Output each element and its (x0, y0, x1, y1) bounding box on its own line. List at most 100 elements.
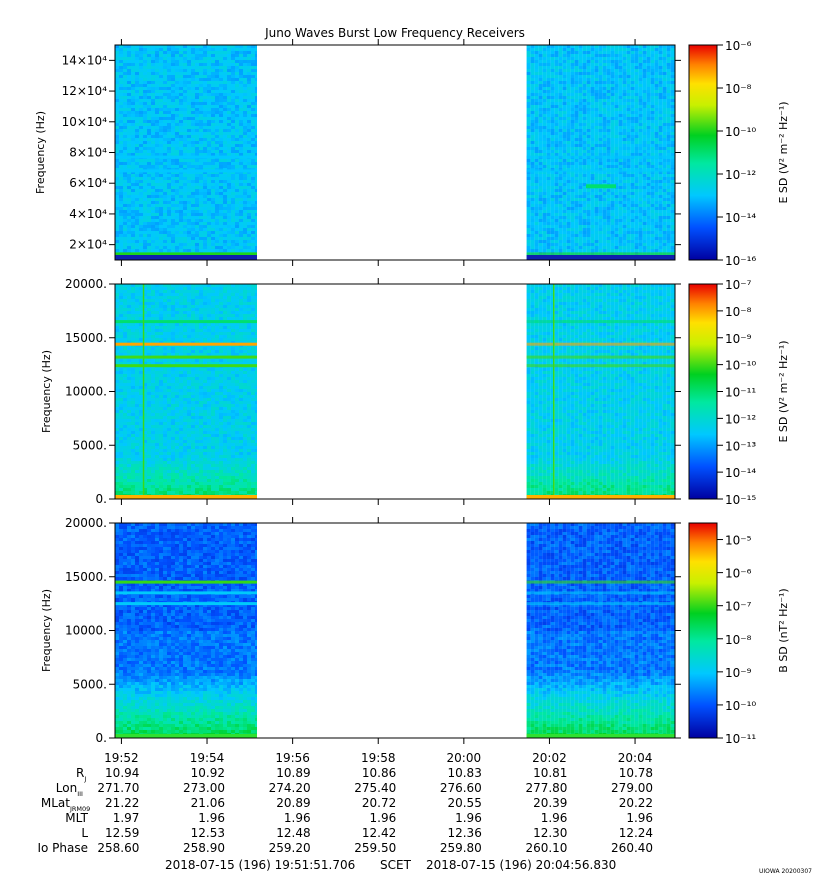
footer-start-time: 2018-07-15 (196) 19:51:51.706 (165, 858, 355, 872)
ephemeris-value: 12.48 (276, 826, 310, 840)
y-tick-label: 10×10⁴ (62, 115, 108, 129)
ephemeris-label: Lon (56, 781, 77, 795)
emission-band (526, 580, 676, 584)
low-frequency-enhancement (526, 255, 676, 260)
x-tick-label: 19:58 (361, 751, 396, 765)
ephemeris-value: 12.59 (105, 826, 139, 840)
emission-band (526, 169, 676, 173)
spectrogram-segment (526, 284, 676, 499)
colorbar-tick-label: 10⁻¹⁰ (725, 125, 756, 139)
ephemeris-label-sub: III (77, 790, 83, 798)
ephemeris-value: 21.22 (105, 796, 139, 810)
ephemeris-value: 259.20 (269, 841, 311, 855)
emission-band (115, 252, 257, 256)
colorbar-tick-label: 10⁻¹² (725, 168, 756, 182)
ephemeris-value: 20.89 (276, 796, 310, 810)
spectrogram-segment (115, 45, 257, 260)
low-frequency-enhancement (526, 495, 676, 499)
ephemeris-value: 1.96 (626, 811, 653, 825)
colorbar-tick-label: 10⁻⁷ (725, 278, 752, 292)
colorbar-tick-label: 10⁻¹³ (725, 439, 756, 453)
ephemeris-value: 12.42 (362, 826, 396, 840)
ephemeris-value: 10.83 (447, 766, 481, 780)
emission-band (115, 602, 257, 606)
ephemeris-value: 10.86 (362, 766, 396, 780)
colorbar-tick-label: 10⁻⁸ (725, 305, 752, 319)
colorbar-tick-label: 10⁻⁹ (725, 332, 752, 346)
ephemeris-label: R (76, 766, 84, 780)
x-tick-label: 19:54 (190, 751, 225, 765)
ephemeris-value: 276.60 (440, 781, 482, 795)
ephemeris-value: 10.78 (619, 766, 653, 780)
ephemeris-label: MLat (41, 796, 70, 810)
y-tick-label: 10000. (65, 385, 107, 399)
y-axis-label: Frequency (Hz) (40, 350, 53, 433)
colorbar-tick-label: 10⁻⁹ (725, 666, 752, 680)
colorbar-label: E SD (V² m⁻² Hz⁻¹) (777, 340, 790, 442)
ephemeris-value: 258.60 (97, 841, 139, 855)
emission-band (526, 591, 676, 595)
emission-band (115, 320, 257, 324)
colorbar-tick-label: 10⁻⁶ (725, 567, 752, 581)
y-tick-label: 15000. (65, 570, 107, 584)
x-tick-label: 19:52 (104, 751, 139, 765)
ephemeris-value: 20.55 (447, 796, 481, 810)
ephemeris-label: Io Phase (37, 841, 88, 855)
ephemeris-value: 274.20 (269, 781, 311, 795)
emission-band (115, 342, 257, 346)
y-tick-label: 5000. (73, 677, 107, 691)
ephemeris-value: 275.40 (354, 781, 396, 795)
ephemeris-value: 12.36 (447, 826, 481, 840)
ephemeris-label-sub: J (83, 775, 86, 783)
y-tick-label: 5000. (73, 438, 107, 452)
colorbar-tick-label: 10⁻¹⁵ (725, 493, 756, 507)
colorbar-tick-label: 10⁻⁶ (725, 39, 752, 53)
ephemeris-value: 21.06 (191, 796, 225, 810)
ephemeris-value: 1.97 (113, 811, 140, 825)
ephemeris-value: 12.30 (533, 826, 567, 840)
y-tick-label: 8×10⁴ (69, 146, 107, 160)
low-frequency-enhancement (115, 495, 257, 499)
colorbar: 10⁻⁶ 10⁻⁸ 10⁻¹⁰ 10⁻¹² 10⁻¹⁴ 10⁻¹⁶ E SD (V² m⁻²… (688, 39, 790, 268)
colorbar: 10⁻⁷ 10⁻⁸ 10⁻⁹ 10⁻¹⁰ 10⁻¹¹ 10⁻¹² 10⁻¹³ 10⁻¹⁴ 10⁻… (688, 278, 790, 507)
colorbar-tick-label: 10⁻¹² (725, 412, 756, 426)
ephemeris-value: 258.90 (183, 841, 225, 855)
ephemeris-value: 10.81 (533, 766, 567, 780)
y-tick-label: 14×10⁴ (62, 53, 108, 67)
colorbar-tick-label: 10⁻⁵ (725, 534, 752, 548)
emission-band (115, 580, 257, 584)
emission-band (526, 342, 676, 346)
ephemeris-value: 1.96 (284, 811, 311, 825)
ephemeris-label: L (81, 826, 88, 840)
y-axis-label: Frequency (Hz) (40, 589, 53, 672)
emission-band (115, 355, 257, 359)
spectrogram-segment (115, 284, 257, 499)
ephemeris-value: 260.10 (525, 841, 567, 855)
spectrogram-segment (115, 523, 257, 738)
ephemeris-value: 20.39 (533, 796, 567, 810)
footer-end-time: 2018-07-15 (196) 20:04:56.830 (426, 858, 616, 872)
low-frequency-enhancement (526, 734, 676, 738)
ephemeris-label: MLT (65, 811, 88, 825)
emission-band (526, 364, 676, 368)
emission-band (526, 602, 676, 606)
colorbar-tick-label: 10⁻⁸ (725, 82, 752, 96)
x-tick-label: 19:56 (275, 751, 310, 765)
emission-band (115, 364, 257, 368)
emission-band (526, 355, 676, 359)
colorbar-tick-label: 10⁻¹¹ (725, 732, 756, 746)
ephemeris-value: 10.92 (191, 766, 225, 780)
ephemeris-value: 273.00 (183, 781, 225, 795)
spectrogram-panel-top: 14×10⁴ 12×10⁴ 10×10⁴ 8×10⁴ 6×10⁴ 4×10⁴ 2×10⁴ Fr… (34, 39, 790, 268)
colorbar-tick-label: 10⁻¹⁴ (725, 211, 756, 225)
emission-band (115, 155, 257, 159)
y-tick-label: 6×10⁴ (69, 176, 107, 190)
emission-spot (586, 184, 616, 189)
colorbar: 10⁻⁵ 10⁻⁶ 10⁻⁷ 10⁻⁸ 10⁻⁹ 10⁻¹⁰ 10⁻¹¹ B SD (nT² … (688, 522, 790, 746)
colorbar-label: B SD (nT² Hz⁻¹) (777, 588, 790, 672)
y-tick-label: 15000. (65, 331, 107, 345)
colorbar-tick-label: 10⁻¹⁴ (725, 466, 756, 480)
footer-scet-label: SCET (380, 858, 412, 872)
ephemeris-value: 20.22 (619, 796, 653, 810)
ephemeris-value: 10.94 (105, 766, 139, 780)
